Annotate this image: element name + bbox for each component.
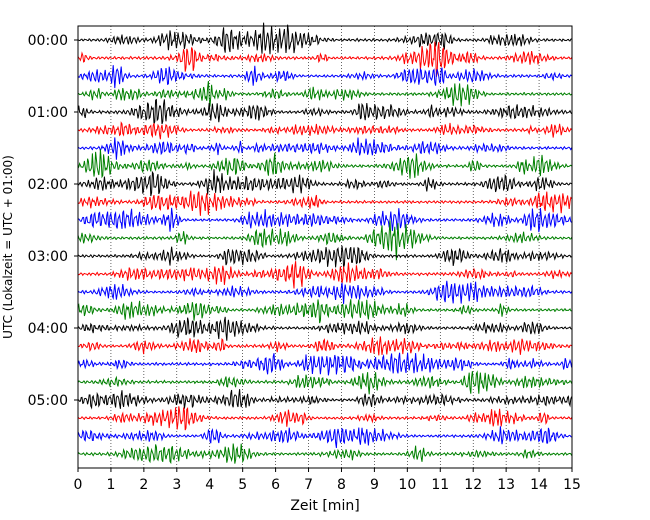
seismic-trace: [77, 426, 572, 448]
seismic-trace: [77, 98, 573, 125]
seismic-trace: [77, 22, 572, 55]
x-tick-label: 6: [271, 477, 280, 493]
x-tick-label: 8: [337, 477, 346, 493]
seismic-traces: [77, 22, 573, 465]
x-tick-label: 3: [172, 477, 181, 493]
x-tick-label: 11: [431, 477, 449, 493]
x-tick-label: 0: [74, 477, 83, 493]
y-tick-label: 04:00: [28, 321, 68, 337]
plot-frame: [77, 25, 573, 469]
x-tick-label: 5: [238, 477, 247, 493]
seismic-trace: [77, 65, 572, 89]
seismic-trace: [77, 389, 573, 410]
y-tick-label: 05:00: [28, 393, 68, 409]
x-axis-ticks: 0 1 2 3 4 5 6 7 8 9 10 11 12 13 14 15: [74, 468, 581, 493]
y-tick-label: 01:00: [28, 105, 68, 121]
y-tick-label: 02:00: [28, 177, 68, 193]
seismic-trace: [77, 245, 572, 268]
seismic-trace: [77, 370, 573, 395]
y-tick-label: 03:00: [28, 249, 68, 265]
x-tick-label: 10: [398, 477, 416, 493]
x-tick-label: 2: [139, 477, 148, 493]
x-tick-label: 9: [370, 477, 379, 493]
x-axis-label: Zeit [min]: [290, 498, 359, 514]
seismic-trace: [77, 137, 573, 160]
y-tick-label: 00:00: [28, 33, 68, 49]
seismic-trace: [77, 406, 573, 431]
x-tick-label: 15: [563, 477, 581, 493]
x-tick-label: 14: [530, 477, 548, 493]
seismic-trace: [77, 443, 573, 465]
seismic-trace: [77, 299, 572, 324]
seismic-trace: [77, 280, 573, 304]
x-tick-label: 4: [205, 477, 214, 493]
y-axis-ticks: 00:00 01:00 02:00 03:00 04:00 05:00: [28, 33, 78, 409]
seismic-trace: [77, 190, 572, 216]
seismic-trace: [77, 220, 573, 261]
x-tick-label: 1: [106, 477, 115, 493]
x-tick-label: 7: [304, 477, 313, 493]
x-tick-label: 12: [464, 477, 482, 493]
y-axis-label: UTC (Lokalzeit = UTC + 01:00): [1, 155, 15, 339]
seismic-trace: [77, 316, 572, 341]
seismic-trace: [77, 352, 573, 376]
x-tick-label: 13: [497, 477, 515, 493]
seismic-trace: [77, 80, 572, 107]
seismic-trace: [77, 207, 572, 233]
seismic-trace: [77, 41, 573, 77]
seismic-trace: [77, 169, 572, 197]
seismic-trace: [77, 149, 572, 179]
seismic-trace: [77, 336, 572, 356]
seismic-trace: [77, 121, 572, 140]
seismic-trace: [77, 261, 572, 289]
